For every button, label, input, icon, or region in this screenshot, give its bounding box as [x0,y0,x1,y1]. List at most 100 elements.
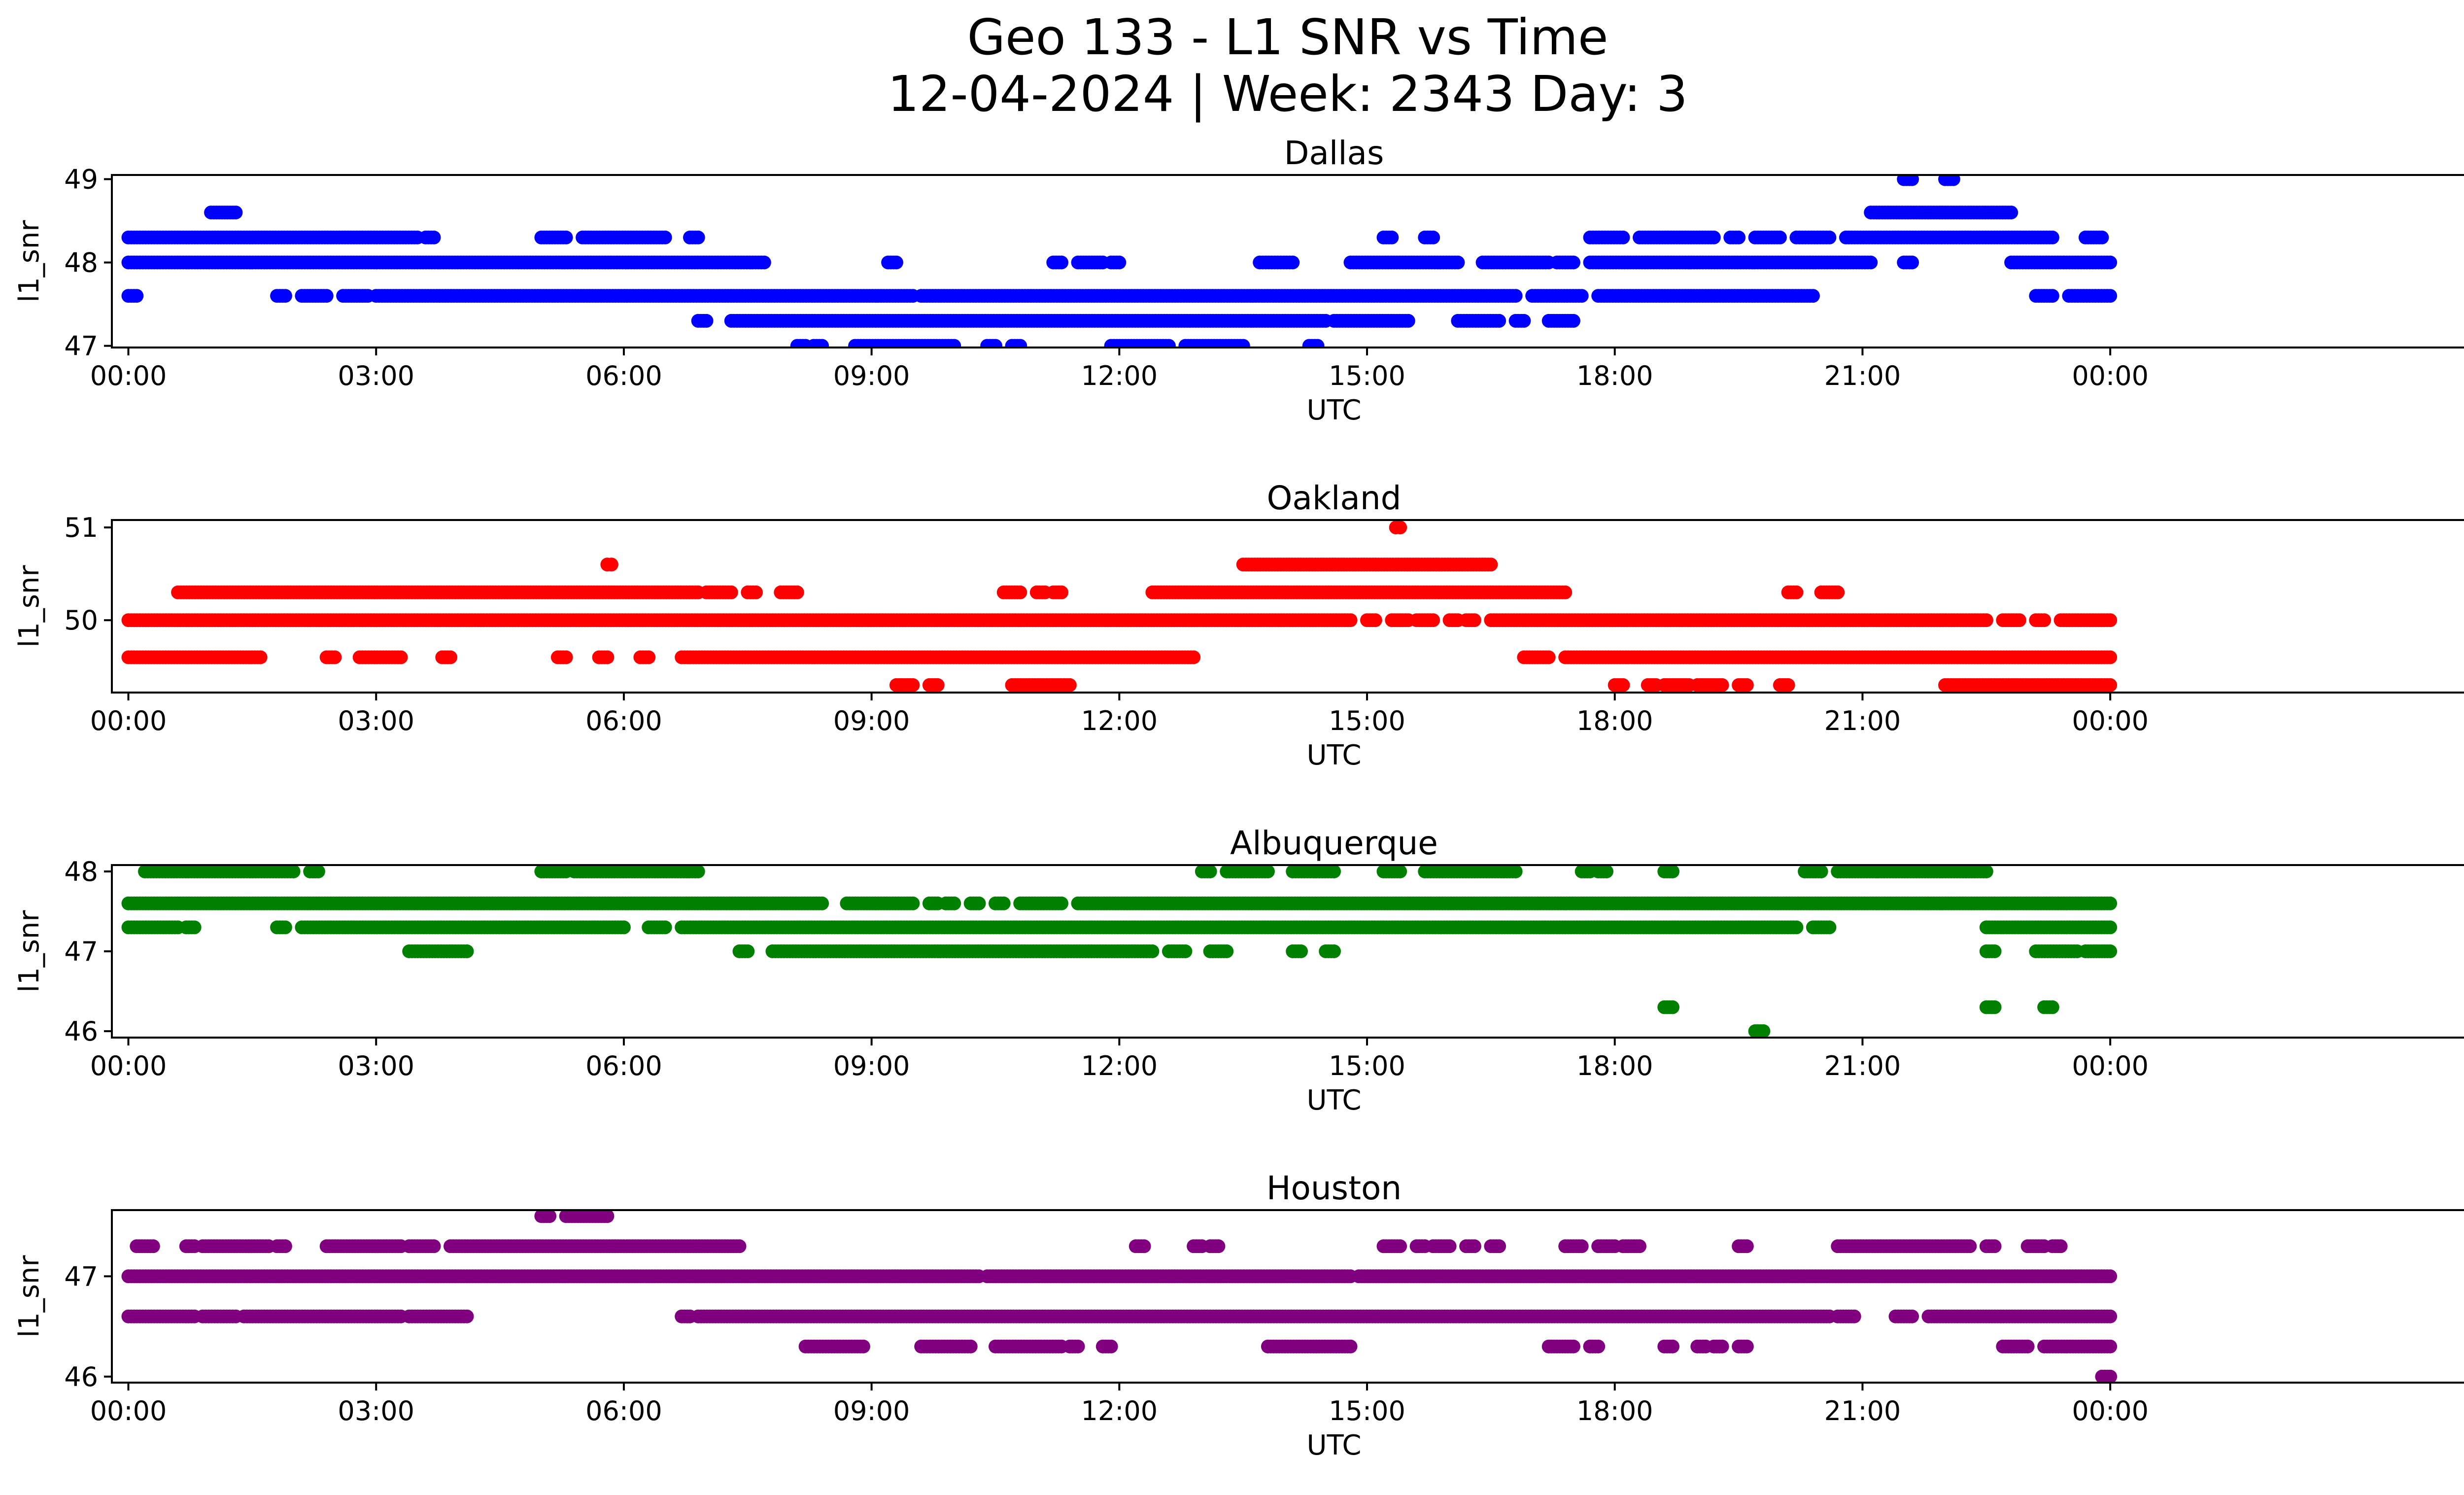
data-point [1343,613,1358,627]
data-point [1822,230,1837,244]
data-point [1822,920,1837,935]
data-point [1055,896,1068,910]
data-point [2045,230,2059,244]
data-point [699,313,714,328]
data-point [1574,289,1589,303]
data-point [906,678,920,692]
figure-title-line2: 12-04-2024 | Week: 2343 Day: 3 [888,65,1687,123]
data-point [1401,313,1415,328]
data-point [658,920,672,935]
scatter-series [121,175,2118,348]
data-point [1666,865,1679,878]
data-point [1781,678,1795,692]
data-point [1327,865,1341,878]
data-point [889,255,903,270]
data-point [1508,865,1523,878]
data-point [1203,865,1217,878]
data-point [1740,678,1754,692]
data-point [930,678,945,692]
data-point [2037,613,2052,627]
y-axis-label: l1_snr [13,565,45,648]
data-point [1385,230,1399,244]
data-point [815,896,829,910]
data-point [1451,255,1465,270]
data-point [1732,230,1746,244]
data-point [2095,230,2109,244]
data-point [1162,339,1176,348]
data-point [604,557,618,572]
data-point [187,920,202,935]
data-point [1864,255,1878,270]
data-point [1541,650,1556,664]
data-point [691,865,705,878]
data-point [1905,175,1919,186]
x-tick-label: 12:00 [1081,360,1158,391]
data-point [328,650,342,664]
x-tick-label: 18:00 [1576,360,1653,391]
data-point [947,339,961,348]
data-point [1484,557,1498,572]
x-axis-label: UTC [1306,739,1361,771]
data-point [1013,585,1027,599]
y-tick-label: 49 [64,164,98,195]
subplot-title: Albuquerque [1230,824,1438,862]
data-point [757,255,771,270]
data-point [2004,206,2019,220]
data-point [815,339,829,348]
data-point [2103,896,2118,910]
data-point [2103,678,2118,692]
x-tick-label: 00:00 [90,705,167,736]
data-point [790,585,804,599]
y-tick-label: 47 [64,331,98,362]
data-point [394,650,408,664]
data-point [1236,339,1250,348]
x-tick-label: 09:00 [833,705,910,736]
data-point [559,650,573,664]
y-tick-label: 48 [64,247,98,278]
data-point [1508,289,1523,303]
data-point [1062,678,1077,692]
data-point [311,865,325,878]
data-point [1558,585,1573,599]
data-point [989,339,1002,348]
data-point [658,230,672,244]
data-point [1616,678,1630,692]
data-point [1112,255,1127,270]
subplot-title: Oakland [1266,479,1401,517]
data-point [1393,521,1407,535]
axes-frame [111,519,2464,694]
data-point [278,920,292,935]
x-tick-label: 21:00 [1824,705,1901,736]
data-point [616,920,631,935]
x-tick-label: 15:00 [1329,705,1405,736]
subplot-title: Dallas [1284,134,1384,172]
scatter-series [121,865,2118,1038]
data-point [1492,313,1506,328]
data-point [559,230,573,244]
data-point [1831,585,1845,599]
data-point [1055,255,1068,270]
data-point [1707,230,1721,244]
data-point [2103,255,2118,270]
data-point [1426,613,1440,627]
x-tick-label: 03:00 [338,705,414,736]
data-point [2012,613,2026,627]
data-point [1517,313,1531,328]
data-point [1979,613,1993,627]
data-point [1979,865,1993,878]
x-tick-label: 06:00 [585,705,662,736]
y-tick-label: 50 [64,605,98,636]
data-point [1368,613,1382,627]
x-tick-label: 12:00 [1081,705,1158,736]
x-tick-label: 00:00 [90,360,167,391]
data-point [1814,865,1828,878]
data-point [1715,678,1729,692]
data-point [1789,585,1804,599]
data-point [1467,613,1481,627]
data-point [2103,613,2118,627]
data-point [1286,255,1300,270]
data-point [972,896,986,910]
